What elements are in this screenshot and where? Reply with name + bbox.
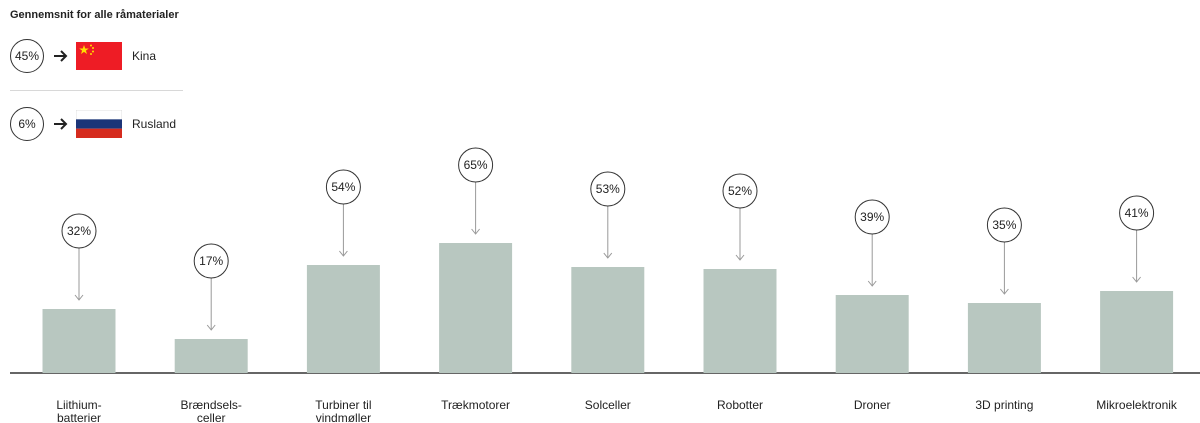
leader-arrowhead — [1132, 276, 1141, 283]
arrow-right-icon — [54, 118, 68, 130]
leader-arrowhead — [339, 250, 348, 257]
value-circle — [61, 213, 97, 249]
legend-china-country: Kina — [132, 49, 157, 63]
leader-arrowhead — [735, 254, 745, 261]
data-label: 32% — [67, 224, 91, 238]
data-label: 35% — [992, 218, 1016, 232]
data-label: 54% — [331, 180, 355, 194]
bar — [439, 243, 513, 373]
category-label: Robotter — [717, 398, 763, 412]
bar — [835, 295, 909, 373]
leader-arrowhead — [867, 280, 877, 287]
legend-row-russia: 6% Rusland — [10, 107, 185, 143]
bar — [42, 309, 116, 373]
legend-title: Gennemsnit for alle råmaterialer — [10, 9, 179, 21]
bar — [571, 267, 645, 373]
category-label: 3D printing — [975, 398, 1033, 412]
value-circle — [854, 199, 890, 235]
legend-russia-country: Rusland — [132, 117, 177, 131]
legend-row-china: 45% Kina — [10, 39, 185, 75]
value-circle — [458, 147, 494, 183]
value-circle — [722, 173, 758, 209]
leader-arrowhead — [603, 252, 613, 259]
category-label: Trækmotorer — [441, 398, 510, 412]
china-flag-icon — [76, 42, 122, 70]
arrow-right-icon — [54, 50, 68, 62]
bar — [703, 269, 777, 373]
category-label: Solceller — [585, 398, 631, 412]
leader-arrowhead — [1000, 288, 1009, 295]
category-label: Brændsels-celler — [181, 398, 242, 423]
leader-arrowhead — [74, 294, 84, 301]
data-label: 39% — [860, 210, 884, 224]
data-label: 65% — [464, 158, 488, 172]
category-label: Liithium-batterier — [56, 398, 101, 423]
value-circle — [325, 169, 361, 205]
legend-china-value: 45% — [10, 39, 44, 73]
value-circle — [986, 207, 1022, 243]
bar — [1100, 291, 1174, 373]
data-label: 17% — [199, 254, 223, 268]
category-label: Mikroelektronik — [1096, 398, 1178, 412]
russia-flag-icon — [76, 110, 122, 138]
leader-arrowhead — [471, 228, 480, 235]
category-label: Turbiner til vindmøller — [315, 398, 371, 423]
value-circle — [1119, 195, 1155, 231]
category-label: Droner — [854, 398, 891, 412]
value-circle — [590, 171, 626, 207]
data-label: 53% — [596, 182, 620, 196]
legend-divider — [10, 90, 183, 91]
bar — [967, 303, 1041, 373]
bar — [174, 339, 248, 373]
legend-russia-value: 6% — [10, 107, 44, 141]
data-label: 41% — [1125, 206, 1149, 220]
value-circle — [193, 243, 229, 279]
leader-arrowhead — [206, 324, 216, 331]
bar — [306, 265, 380, 373]
data-label: 52% — [728, 184, 752, 198]
